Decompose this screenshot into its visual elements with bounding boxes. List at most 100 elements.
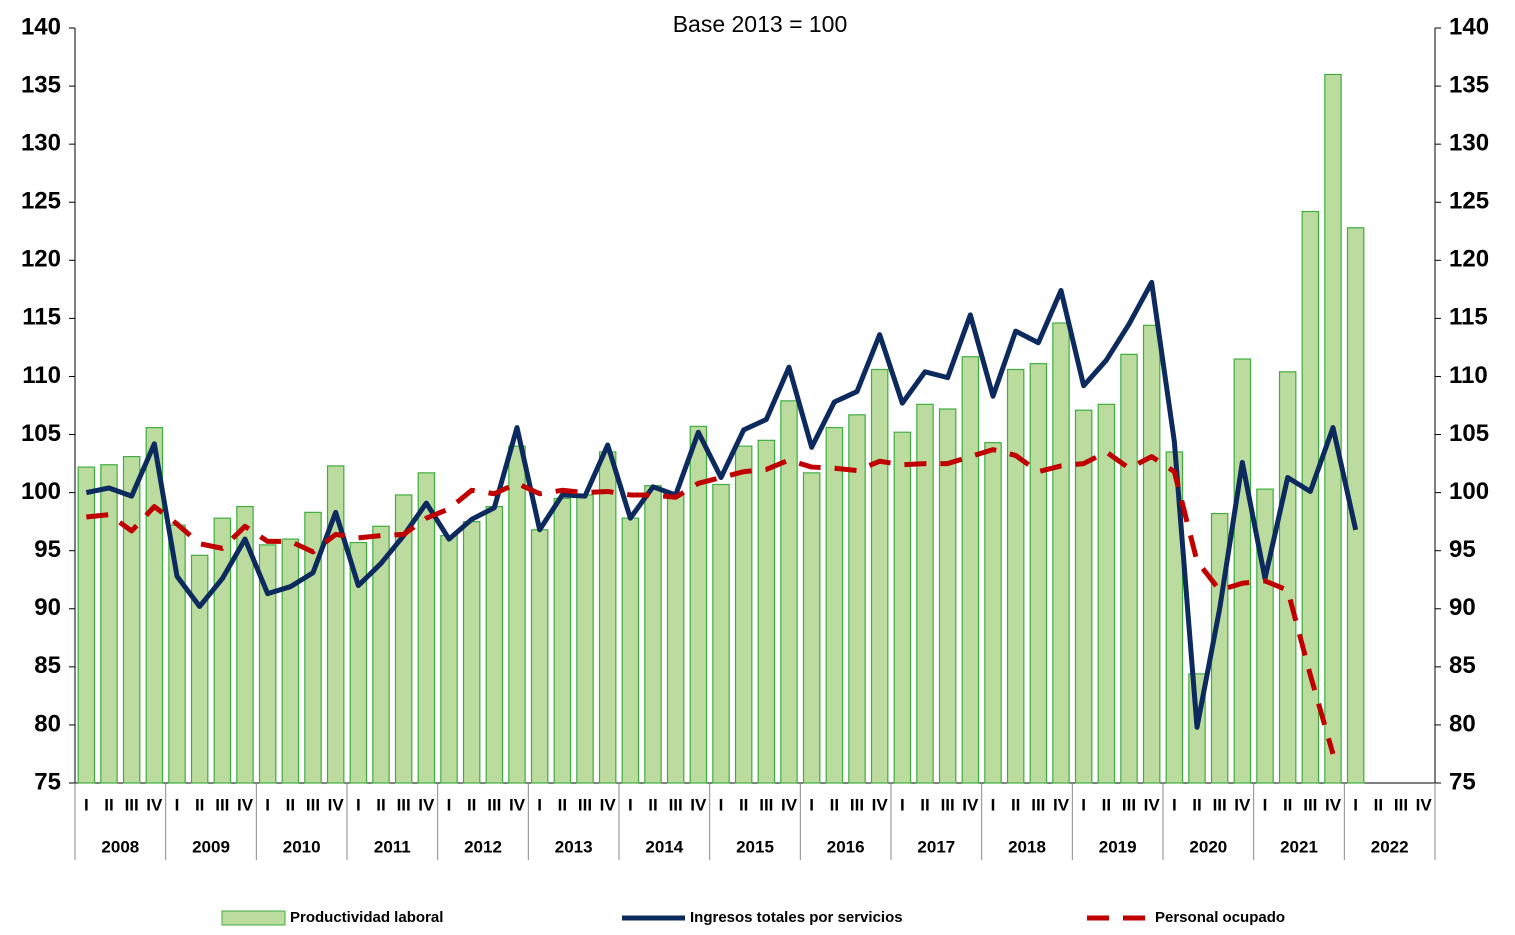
x-tick-label: I (1263, 795, 1268, 814)
bar (258, 544, 277, 784)
bar (598, 451, 617, 784)
x-tick-label: I (356, 795, 361, 814)
y2-tick-label: 95 (1449, 536, 1476, 563)
bar (508, 445, 526, 784)
x-tick-label: III (1122, 795, 1136, 814)
y-tick-label: 75 (34, 768, 61, 795)
bar (394, 494, 413, 784)
x-tick-label: III (669, 795, 683, 814)
x-tick-label: III (941, 795, 955, 814)
y2-tick-label: 140 (1449, 13, 1489, 40)
x-tick-label: II (467, 795, 476, 814)
y2-tick-label: 100 (1449, 478, 1489, 505)
bar (1278, 371, 1297, 784)
x-tick-label: IV (328, 795, 345, 814)
x-tick-label: I (175, 795, 180, 814)
legend-label: Productividad laboral (290, 909, 443, 926)
bar (100, 464, 118, 784)
bar (530, 529, 549, 784)
x-tick-label: II (376, 795, 385, 814)
year-label: 2021 (1280, 837, 1318, 856)
x-tick-label: I (719, 795, 724, 814)
year-label: 2011 (374, 837, 411, 856)
bar (938, 408, 957, 784)
y-tick-label: 100 (21, 478, 61, 505)
bar (621, 517, 640, 784)
x-tick-label: I (900, 795, 905, 814)
x-tick-label: I (1081, 795, 1086, 814)
y2-tick-label: 115 (1449, 304, 1488, 331)
bar (145, 426, 164, 784)
x-tick-label: II (1283, 795, 1292, 814)
x-tick-label: I (447, 795, 452, 814)
x-tick-label: III (397, 795, 411, 814)
x-tick-label: III (850, 795, 864, 814)
x-tick-label: III (215, 795, 229, 814)
x-tick-label: II (104, 795, 113, 814)
y-tick-label: 110 (22, 362, 61, 389)
bar (326, 465, 345, 784)
bar (1006, 368, 1025, 784)
chart-subtitle: Base 2013 = 100 (673, 11, 848, 37)
y-tick-label: 80 (34, 710, 61, 737)
x-tick-label: I (84, 795, 89, 814)
bar (122, 456, 141, 784)
y2-tick-label: 80 (1449, 710, 1476, 737)
bar (712, 483, 730, 784)
bar (553, 497, 572, 784)
x-tick-label: II (1374, 795, 1383, 814)
x-tick-label: IV (962, 795, 979, 814)
bar (304, 511, 322, 784)
bar (281, 538, 300, 784)
year-label: 2019 (1099, 837, 1137, 856)
bar (961, 356, 980, 784)
bar (576, 494, 594, 784)
y2-tick-label: 85 (1449, 652, 1476, 679)
x-tick-label: IV (418, 795, 435, 814)
y-tick-label: 85 (34, 652, 61, 679)
y2-tick-label: 75 (1449, 768, 1476, 795)
bar (893, 431, 912, 784)
y-tick-label: 135 (21, 71, 61, 98)
y-tick-label: 140 (21, 13, 61, 40)
y-tick-label: 120 (21, 246, 61, 273)
bar (213, 517, 232, 784)
year-label: 2015 (736, 837, 774, 856)
y-tick-label: 130 (21, 129, 61, 156)
x-tick-label: I (537, 795, 542, 814)
bar (1142, 324, 1161, 784)
x-tick-label: IV (509, 795, 526, 814)
x-tick-label: III (1303, 795, 1317, 814)
x-tick-label: IV (872, 795, 889, 814)
bar (1052, 322, 1070, 784)
bar (916, 403, 934, 784)
bar (417, 472, 436, 784)
y2-tick-label: 130 (1449, 129, 1489, 156)
bar (689, 425, 708, 784)
year-label: 2014 (645, 837, 683, 856)
bar (485, 505, 504, 784)
bar (190, 554, 209, 784)
x-tick-label: IV (1234, 795, 1251, 814)
bar (1029, 363, 1048, 784)
x-tick-label: IV (1053, 795, 1070, 814)
x-tick-label: III (1394, 795, 1408, 814)
year-label: 2022 (1371, 837, 1409, 856)
x-tick-label: IV (237, 795, 254, 814)
bar (1346, 227, 1365, 784)
x-tick-label: II (1192, 795, 1201, 814)
y-tick-label: 125 (21, 188, 61, 215)
x-tick-label: IV (690, 795, 707, 814)
bar (644, 485, 662, 784)
x-tick-label: III (487, 795, 501, 814)
year-label: 2012 (464, 837, 502, 856)
y2-tick-label: 90 (1449, 594, 1476, 621)
bar (666, 494, 685, 784)
y2-tick-label: 120 (1449, 246, 1489, 273)
year-label: 2020 (1189, 837, 1227, 856)
line (85, 279, 1359, 730)
x-tick-label: III (125, 795, 139, 814)
x-tick-label: IV (146, 795, 163, 814)
x-tick-label: I (1353, 795, 1358, 814)
